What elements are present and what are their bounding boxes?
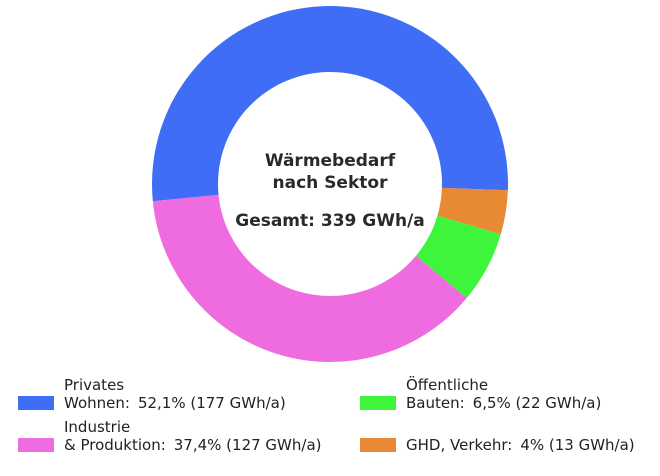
- legend-item: Privates Wohnen: 52,1% (177 GWh/a): [18, 376, 338, 416]
- legend-item: Öffentliche Bauten: 6,5% (22 GWh/a): [360, 376, 660, 416]
- slice: [416, 215, 501, 298]
- chart-title: Wärmebedarf nach Sektor: [265, 151, 396, 193]
- legend-swatch: [360, 396, 396, 410]
- page: {"chart_data": { "type": "pie", "title":…: [0, 5, 660, 460]
- legend-item: GHD, Verkehr: 4% (13 GWh/a): [360, 436, 660, 476]
- legend-swatch: [18, 438, 54, 452]
- legend-label: Industrie & Produktion:: [64, 418, 166, 454]
- legend-item: Industrie & Produktion: 37,4% (127 GWh/a): [18, 418, 338, 458]
- chart: Wärmebedarf nach Sektor Gesamt: 339 GWh/a: [151, 5, 508, 362]
- legend-text: Industrie & Produktion: 37,4% (127 GWh/a): [64, 418, 364, 454]
- value-label: 52,1% (177 GWh/a): [137, 394, 286, 412]
- slice: [151, 5, 508, 202]
- slice: [152, 194, 467, 362]
- legend-swatch: [360, 438, 396, 452]
- legend-text: Öffentliche Bauten: 6,5% (22 GWh/a): [406, 376, 660, 412]
- legend-label: Privates Wohnen:: [64, 376, 130, 412]
- center-label: Gesamt: 339 GWh/a: [235, 211, 425, 231]
- legend-text: GHD, Verkehr: 4% (13 GWh/a): [406, 436, 660, 454]
- legend-swatch: [18, 396, 54, 410]
- legend-label: Öffentliche Bauten:: [406, 376, 489, 412]
- legend-text: Privates Wohnen: 52,1% (177 GWh/a): [64, 376, 364, 412]
- value-label: 37,4% (127 GWh/a): [173, 436, 322, 454]
- value-label: 6,5% (22 GWh/a): [472, 394, 602, 412]
- slice: [437, 187, 508, 235]
- legend: Privates Wohnen: 52,1% (177 GWh/a) Industr…: [0, 376, 660, 460]
- legend-label: GHD, Verkehr:: [406, 436, 513, 454]
- slices: [151, 5, 508, 362]
- value-label: 4% (13 GWh/a): [520, 436, 635, 454]
